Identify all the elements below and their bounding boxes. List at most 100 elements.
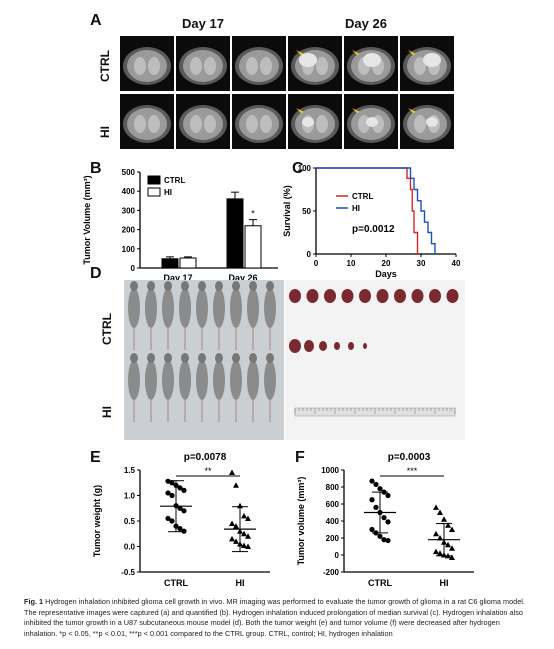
survival-line-hi [316,167,436,254]
legend-swatch-ctrl [147,175,161,185]
y-tick-label: 0.5 [124,517,136,526]
x-tick-label: 40 [452,259,461,268]
mouse-body [196,360,208,400]
data-point-ctrl [169,492,175,499]
mouse-body [247,360,259,400]
data-point-ctrl [165,490,171,496]
data-point-ctrl [181,508,187,514]
y-tick-label: 600 [326,500,340,509]
mouse-body [264,360,276,400]
y-tick-label: 100 [122,245,136,254]
data-point-ctrl [177,505,183,511]
y-tick-label: 400 [122,187,136,196]
y-tick-label: 1000 [321,466,339,475]
hemisphere-right [316,115,328,133]
hemisphere-left [190,115,202,133]
mouse-body [162,288,174,328]
y-tick-label: 100 [298,164,312,173]
mouse-head [215,281,223,291]
data-point-ctrl [385,537,391,544]
tumor-ctrl [446,289,459,303]
panel-letter-d: D [90,265,102,282]
panel-letter-b: B [90,160,102,177]
hemisphere-right [204,115,216,133]
tumor-ctrl [359,289,371,303]
hemisphere-left [134,115,146,133]
tumor-region [299,53,317,67]
bar-ctrl [226,198,244,269]
hemisphere-right [148,57,160,75]
mouse-head [266,353,274,363]
y-tick-label: 0 [131,264,136,273]
mri-image [120,94,174,149]
y-tick-label: 1.5 [124,466,136,475]
mri-brain-scan [123,105,171,143]
y-tick-label: 200 [326,534,340,543]
data-point-hi [437,550,443,556]
data-point-ctrl [369,478,375,484]
tumor-ctrl [411,289,424,303]
x-tick-label: 30 [417,259,426,268]
hemisphere-left [246,115,258,133]
y-tick-label: 500 [122,168,136,177]
y-tick-label: 1.0 [124,492,136,501]
mri-image [176,36,230,91]
day-label-26: Day 26 [345,16,387,31]
hemisphere-right [316,57,328,75]
panel-letter-f: F [295,449,305,466]
p-value-label: p=0.0003 [388,452,431,463]
y-axis-label: Survival (%) [282,185,292,237]
data-point-hi [445,522,451,528]
mri-brain-scan [235,105,283,143]
brain-tissue [127,108,167,140]
brain-tissue [183,108,223,140]
day-label-17: Day 17 [182,16,224,31]
brain-tissue [239,108,279,140]
tumor-region [302,117,314,127]
tumor-hi [289,339,301,353]
mouse-head [130,353,138,363]
tumor-arrow-icon [296,50,304,55]
panel-letter-a: A [90,12,102,29]
mri-image [400,36,454,91]
tumor-ctrl [429,289,441,303]
mouse-head [147,281,155,291]
x-tick-label: HI [236,578,245,588]
tumor-hi [334,342,340,350]
hemisphere-right [148,115,160,133]
brain-tissue [183,50,223,82]
mouse-head [249,281,257,291]
data-point-hi [233,482,239,488]
data-point-ctrl [165,515,171,522]
photo-row-label-ctrl: CTRL [100,313,114,345]
mouse-body [145,360,157,400]
mri-brain-scan [291,105,339,143]
data-point-ctrl [373,481,379,488]
panel-letter-c: C [292,160,304,177]
mri-image-grid [120,36,456,154]
data-point-hi [433,530,439,537]
mri-brain-scan [123,47,171,85]
mri-image [120,36,174,91]
data-point-ctrl [165,478,171,484]
data-point-ctrl [381,537,387,543]
mouse-head [181,353,189,363]
y-tick-label: 0 [307,250,312,259]
mouse-body [264,288,276,328]
mouse-head [249,353,257,363]
mouse-body [162,360,174,400]
hemisphere-left [190,57,202,75]
mouse-body [230,360,242,400]
y-tick-label: 800 [326,483,340,492]
x-tick-label: Day 17 [163,273,192,280]
data-point-hi [245,543,251,549]
excised-tumors-photo [285,280,465,440]
tumor-region [363,53,381,67]
tumor-volume-scatter: p=0.0003 -200 0 200 400 600 800 1000 Tumor volum… [296,452,474,588]
tumor-ctrl [306,289,319,303]
caption-text: Hydrogen inhalation inhibited glioma cel… [24,597,525,638]
mri-image [232,94,286,149]
brain-tissue [239,50,279,82]
data-point-ctrl [385,519,391,525]
legend-swatch-hi [147,187,161,197]
